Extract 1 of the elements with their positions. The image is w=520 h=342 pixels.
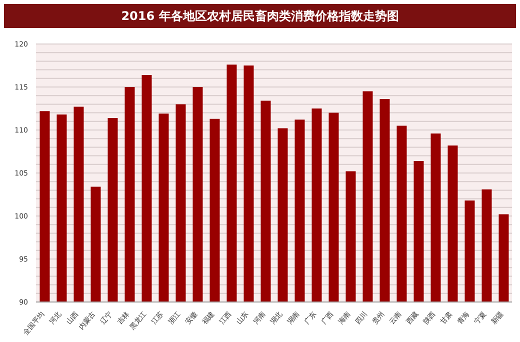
chart-title: 2016 年各地区农村居民畜肉类消费价格指数走势图 bbox=[4, 4, 516, 28]
